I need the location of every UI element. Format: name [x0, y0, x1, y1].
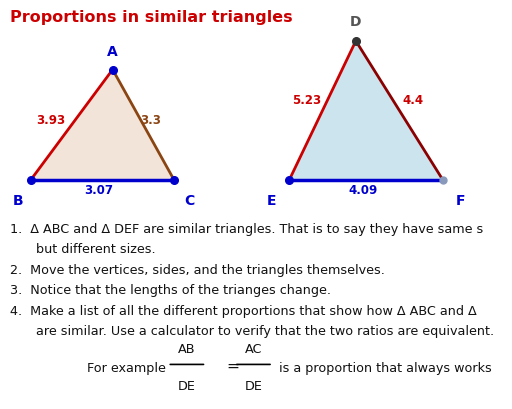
Text: AC: AC: [245, 343, 262, 356]
Polygon shape: [31, 70, 174, 180]
Text: E: E: [267, 194, 276, 208]
Text: 2.  Move the vertices, sides, and the triangles themselves.: 2. Move the vertices, sides, and the tri…: [10, 264, 385, 277]
Polygon shape: [289, 41, 443, 180]
Text: is a proportion that always works: is a proportion that always works: [279, 362, 492, 375]
Text: 3.  Notice that the lengths of the trianges change.: 3. Notice that the lengths of the triang…: [10, 284, 331, 297]
Text: A: A: [108, 45, 118, 59]
Text: D: D: [350, 16, 361, 29]
Text: F: F: [456, 194, 465, 208]
Text: C: C: [184, 194, 195, 208]
Text: B: B: [13, 194, 23, 208]
Text: 3.07: 3.07: [84, 184, 113, 197]
Text: 3.93: 3.93: [37, 114, 66, 127]
Text: For example: For example: [87, 362, 166, 375]
Text: 5.23: 5.23: [292, 94, 321, 107]
Text: =: =: [226, 359, 240, 373]
Text: AB: AB: [178, 343, 196, 356]
Text: DE: DE: [178, 380, 196, 393]
Text: 3.3: 3.3: [141, 114, 161, 127]
Text: Proportions in similar triangles: Proportions in similar triangles: [10, 10, 293, 25]
Text: 4.4: 4.4: [402, 94, 423, 107]
Text: are similar. Use a calculator to verify that the two ratios are equivalent.: are similar. Use a calculator to verify …: [36, 325, 494, 338]
Text: but different sizes.: but different sizes.: [36, 243, 156, 256]
Text: 1.  Δ ABC and Δ DEF are similar triangles. That is to say they have same s: 1. Δ ABC and Δ DEF are similar triangles…: [10, 223, 483, 236]
Text: 4.  Make a list of all the different proportions that show how Δ ABC and Δ: 4. Make a list of all the different prop…: [10, 305, 477, 318]
Text: 4.09: 4.09: [349, 184, 378, 197]
Text: DE: DE: [245, 380, 262, 393]
